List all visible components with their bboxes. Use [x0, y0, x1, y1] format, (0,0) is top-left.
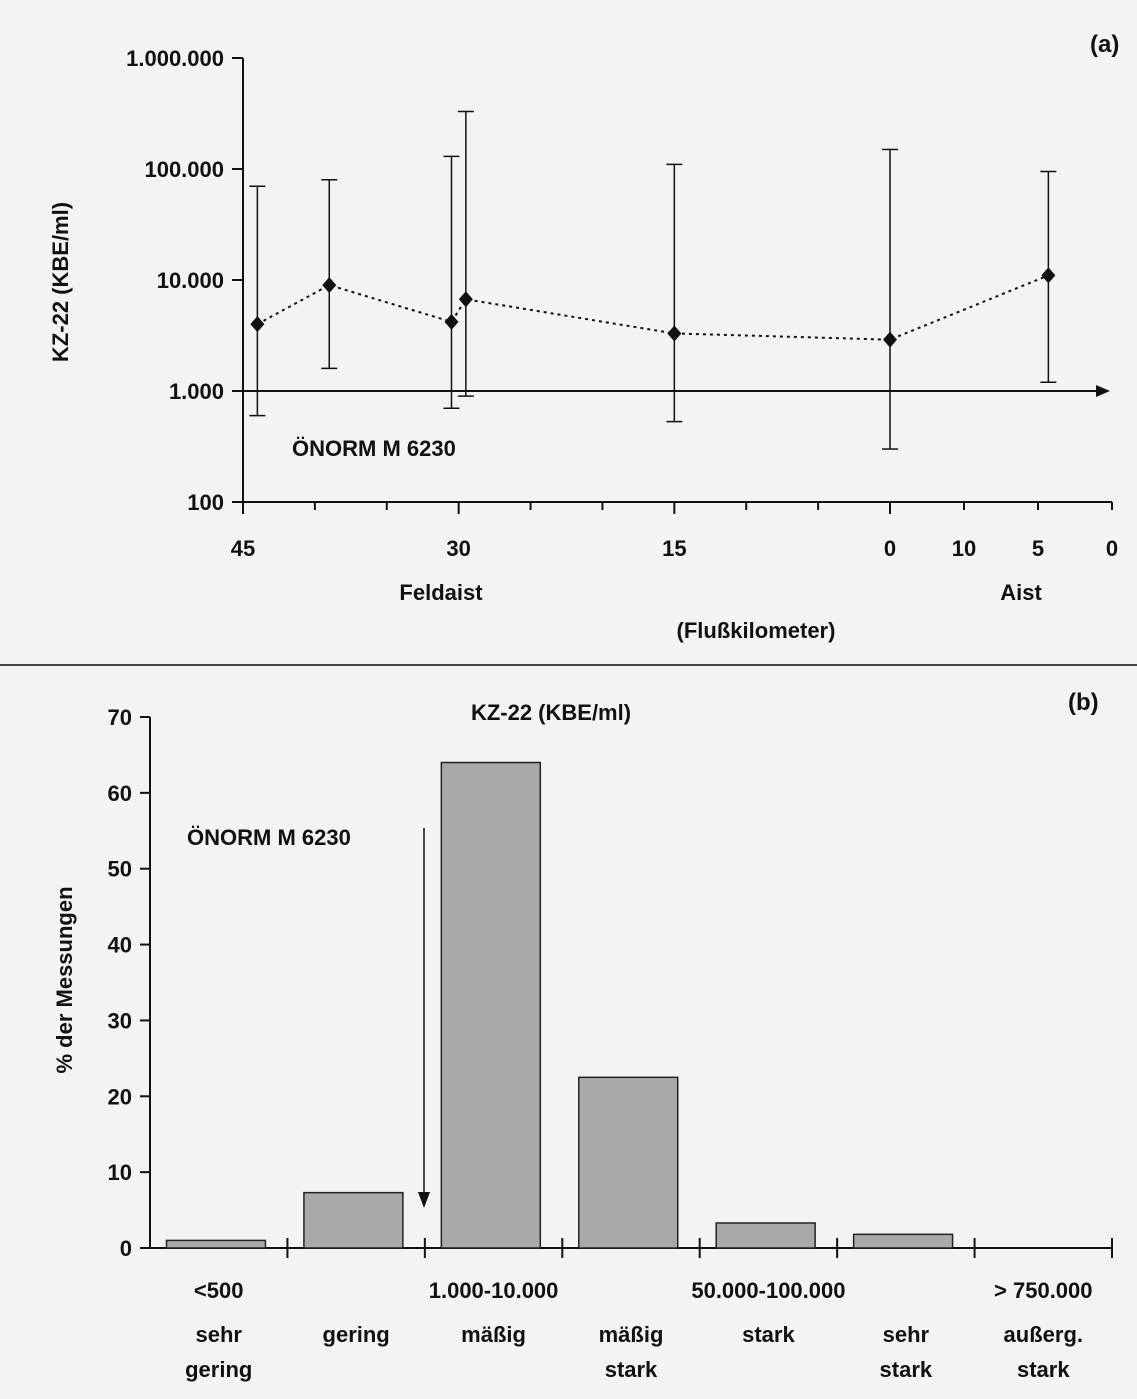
x-group-label-aist: Aist [1000, 580, 1042, 605]
panel-a-x-axis-label: (Flußkilometer) [677, 618, 836, 643]
data-point [1041, 267, 1056, 284]
bar [852, 1233, 954, 1249]
y-tick-label: 10 [108, 1160, 132, 1185]
category-label: sehr [195, 1322, 242, 1347]
bar [440, 761, 542, 1249]
x-tick-label: 45 [231, 536, 255, 561]
data-point [444, 313, 459, 330]
x-group-label-feldaist: Feldaist [399, 580, 483, 605]
y-tick-label: 0 [120, 1236, 132, 1261]
panel-b-label: (b) [1068, 689, 1099, 716]
category-label: gering [323, 1322, 390, 1347]
panel-a-label: (a) [1090, 31, 1119, 58]
x-tick-label: 0 [884, 536, 896, 561]
y-tick-label: 10.000 [157, 268, 224, 293]
data-point [883, 331, 897, 348]
category-label: sehr [883, 1322, 930, 1347]
y-tick-label: 20 [108, 1084, 132, 1109]
data-point [322, 277, 337, 294]
annotation-arrow-head [418, 1192, 430, 1208]
category-label: mäßig [461, 1322, 526, 1347]
data-point [250, 316, 265, 333]
panel-b: (b) KZ-22 (KBE/ml) % der Messungen 0 10 20… [52, 689, 1113, 1382]
series-line [256, 274, 1049, 341]
y-tick-label: 1.000 [169, 379, 224, 404]
bar [303, 1191, 404, 1249]
x-tick-label: 30 [446, 536, 470, 561]
y-tick-label: 60 [108, 781, 132, 806]
data-point [667, 325, 682, 342]
category-label: außerg. [1004, 1322, 1083, 1347]
range-label: > 750.000 [994, 1278, 1092, 1303]
reference-arrow-head [1096, 385, 1110, 397]
range-label: 1.000-10.000 [429, 1278, 559, 1303]
y-tick-label: 100.000 [144, 157, 224, 182]
x-tick-label: 15 [662, 536, 686, 561]
reference-line-label: ÖNORM M 6230 [292, 436, 456, 461]
bar [578, 1076, 679, 1249]
panel-a-y-axis-label: KZ-22 (KBE/ml) [48, 202, 73, 362]
x-tick-label: 10 [952, 536, 976, 561]
category-label: stark [880, 1357, 933, 1382]
y-tick-label: 70 [108, 705, 132, 730]
data-point [458, 291, 473, 308]
range-label: <500 [194, 1278, 244, 1303]
category-label: stark [742, 1322, 795, 1347]
y-tick-label: 1.000.000 [126, 46, 224, 71]
bar [715, 1222, 816, 1249]
y-tick-label: 100 [187, 490, 224, 515]
bar [165, 1239, 267, 1249]
x-tick-label: 0 [1106, 536, 1118, 561]
category-label: stark [1017, 1357, 1070, 1382]
panel-b-title: KZ-22 (KBE/ml) [471, 700, 631, 725]
category-label: gering [185, 1357, 252, 1382]
panel-b-y-axis-label: % der Messungen [52, 886, 77, 1073]
x-tick-label: 5 [1032, 536, 1044, 561]
y-tick-label: 30 [108, 1008, 132, 1033]
range-label: 50.000-100.000 [691, 1278, 845, 1303]
y-tick-label: 50 [108, 857, 132, 882]
panel-a: (a) KZ-22 (KBE/ml) 1001.00010.000100.000… [48, 31, 1119, 643]
y-tick-label: 40 [108, 933, 132, 958]
category-label: stark [605, 1357, 658, 1382]
panel-b-annotation: ÖNORM M 6230 [187, 825, 351, 850]
category-label: mäßig [599, 1322, 664, 1347]
